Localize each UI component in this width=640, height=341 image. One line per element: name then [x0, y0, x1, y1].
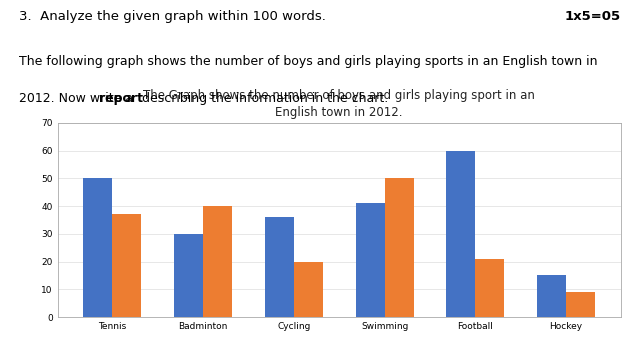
Text: describing the information in the chart.: describing the information in the chart.	[138, 92, 388, 105]
Bar	[356, 203, 385, 317]
Bar	[537, 276, 566, 317]
Bar	[446, 150, 476, 317]
Bar	[265, 217, 294, 317]
Bar	[203, 206, 232, 317]
Bar	[476, 259, 504, 317]
Text: 1x5=05: 1x5=05	[564, 10, 621, 23]
Bar	[174, 234, 203, 317]
Bar	[294, 262, 323, 317]
Text: 3.  Analyze the given graph within 100 words.: 3. Analyze the given graph within 100 wo…	[19, 10, 326, 23]
Bar	[385, 178, 413, 317]
Title: The Graph shows the number of boys and girls playing sport in an
English town in: The Graph shows the number of boys and g…	[143, 89, 535, 119]
Text: 2012. Now write a: 2012. Now write a	[19, 92, 138, 105]
Bar	[83, 178, 112, 317]
Bar	[112, 214, 141, 317]
Text: report: report	[99, 92, 143, 105]
Text: The following graph shows the number of boys and girls playing sports in an Engl: The following graph shows the number of …	[19, 55, 598, 68]
Bar	[566, 292, 595, 317]
